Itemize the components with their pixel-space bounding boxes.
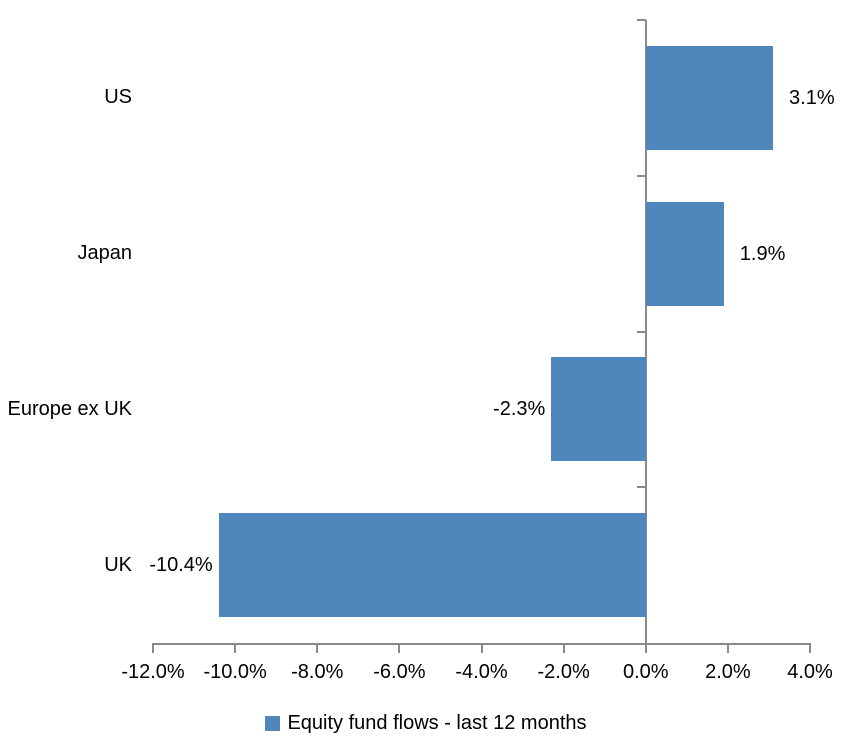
x-tick-label: -2.0%	[537, 661, 590, 683]
value-label-japan: 1.9%	[739, 242, 786, 265]
x-axis-tick	[644, 645, 647, 653]
category-axis-line	[644, 20, 647, 651]
x-axis-tick	[480, 645, 483, 653]
legend: Equity fund flows - last 12 months	[0, 702, 852, 744]
x-tick-label: -6.0%	[373, 661, 426, 683]
bar-europe-ex-uk	[551, 357, 646, 462]
category-label-europe-ex-uk: Europe ex UK	[7, 397, 132, 420]
value-axis-line	[152, 643, 811, 645]
category-boundary-tick	[636, 330, 646, 333]
x-tick-label: 2.0%	[705, 661, 751, 683]
category-label-japan: Japan	[77, 242, 133, 265]
x-tick-label: -4.0%	[455, 661, 508, 683]
legend-label: Equity fund flows - last 12 months	[287, 711, 587, 734]
x-tick-label: -10.0%	[203, 661, 267, 683]
x-axis-tick	[316, 645, 319, 653]
value-label-us: 3.1%	[789, 86, 835, 109]
value-label-europe-ex-uk: -2.3%	[493, 398, 546, 421]
bar-uk	[218, 513, 646, 618]
x-tick-label: 4.0%	[787, 661, 833, 683]
x-axis-tick	[809, 645, 811, 653]
category-boundary-tick	[636, 19, 646, 21]
bar-japan	[645, 201, 724, 306]
x-axis-tick	[398, 645, 401, 653]
x-axis-tick	[726, 645, 729, 653]
x-axis-tick	[152, 645, 154, 653]
x-tick-label: -12.0%	[121, 661, 185, 683]
category-label-us: US	[104, 86, 132, 109]
value-label-uk: -10.4%	[149, 554, 213, 577]
bar-us	[645, 45, 774, 150]
x-axis-tick	[562, 645, 565, 653]
x-tick-label: 0.0%	[622, 661, 669, 683]
x-axis-tick	[234, 645, 237, 653]
category-boundary-tick	[636, 486, 646, 489]
category-boundary-tick	[636, 174, 646, 177]
x-tick-label: -8.0%	[291, 661, 344, 683]
legend-swatch-icon	[265, 715, 281, 731]
category-label-uk: UK	[104, 553, 132, 576]
